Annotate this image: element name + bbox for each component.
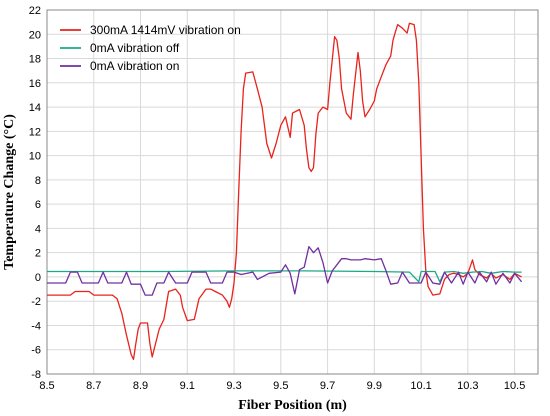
x-tick-label: 9.5 <box>273 380 288 392</box>
x-tick-label: 8.7 <box>86 380 101 392</box>
y-tick-label: 16 <box>29 78 41 90</box>
series-layer <box>47 22 523 361</box>
y-tick-label: 14 <box>29 102 41 114</box>
x-axis-title: Fiber Position (m) <box>238 398 347 413</box>
x-tick-label: 8.9 <box>133 380 148 392</box>
x-axis: 8.5 8.7 8.9 9.1 9.3 9.5 9.7 9.9 10.1 10.3 10.5 <box>39 380 525 392</box>
y-tick-label: 20 <box>29 29 41 41</box>
y-tick-label: -8 <box>31 369 41 381</box>
legend-label: 300mA 1414mV vibration on <box>90 23 241 37</box>
legend-label: 0mA vibration off <box>90 41 180 55</box>
y-tick-label: 0 <box>35 272 41 284</box>
x-tick-label: 9.9 <box>367 380 382 392</box>
x-tick-label: 10.1 <box>410 380 431 392</box>
y-tick-label: 6 <box>35 199 41 211</box>
y-axis: -8 -6 -4 -2 0 2 4 6 8 10 12 14 16 18 20 22 <box>29 5 41 381</box>
series-line-3 <box>47 245 523 296</box>
plot-area <box>46 9 539 375</box>
y-tick-label: 10 <box>29 151 41 163</box>
x-tick-label: 9.7 <box>320 380 335 392</box>
x-tick-label: 9.1 <box>180 380 195 392</box>
x-tick-label: 8.5 <box>39 380 54 392</box>
x-tick-label: 10.5 <box>504 380 525 392</box>
y-axis-title: Temperature Change (°C) <box>2 114 17 270</box>
y-tick-label: 8 <box>35 175 41 187</box>
y-tick-label: 4 <box>35 223 41 235</box>
x-tick-label: 10.3 <box>457 380 478 392</box>
y-tick-label: -2 <box>31 296 41 308</box>
x-tick-label: 9.3 <box>226 380 241 392</box>
y-tick-label: 12 <box>29 126 41 138</box>
series-line-1 <box>47 22 522 361</box>
legend: 300mA 1414mV vibration on 0mA vibration o… <box>60 23 241 73</box>
y-tick-label: 18 <box>29 54 41 66</box>
y-tick-label: 22 <box>29 5 41 17</box>
y-tick-label: -4 <box>31 320 41 332</box>
y-tick-label: 2 <box>35 248 41 260</box>
y-tick-label: -6 <box>31 345 41 357</box>
legend-label: 0mA vibration on <box>90 59 179 73</box>
